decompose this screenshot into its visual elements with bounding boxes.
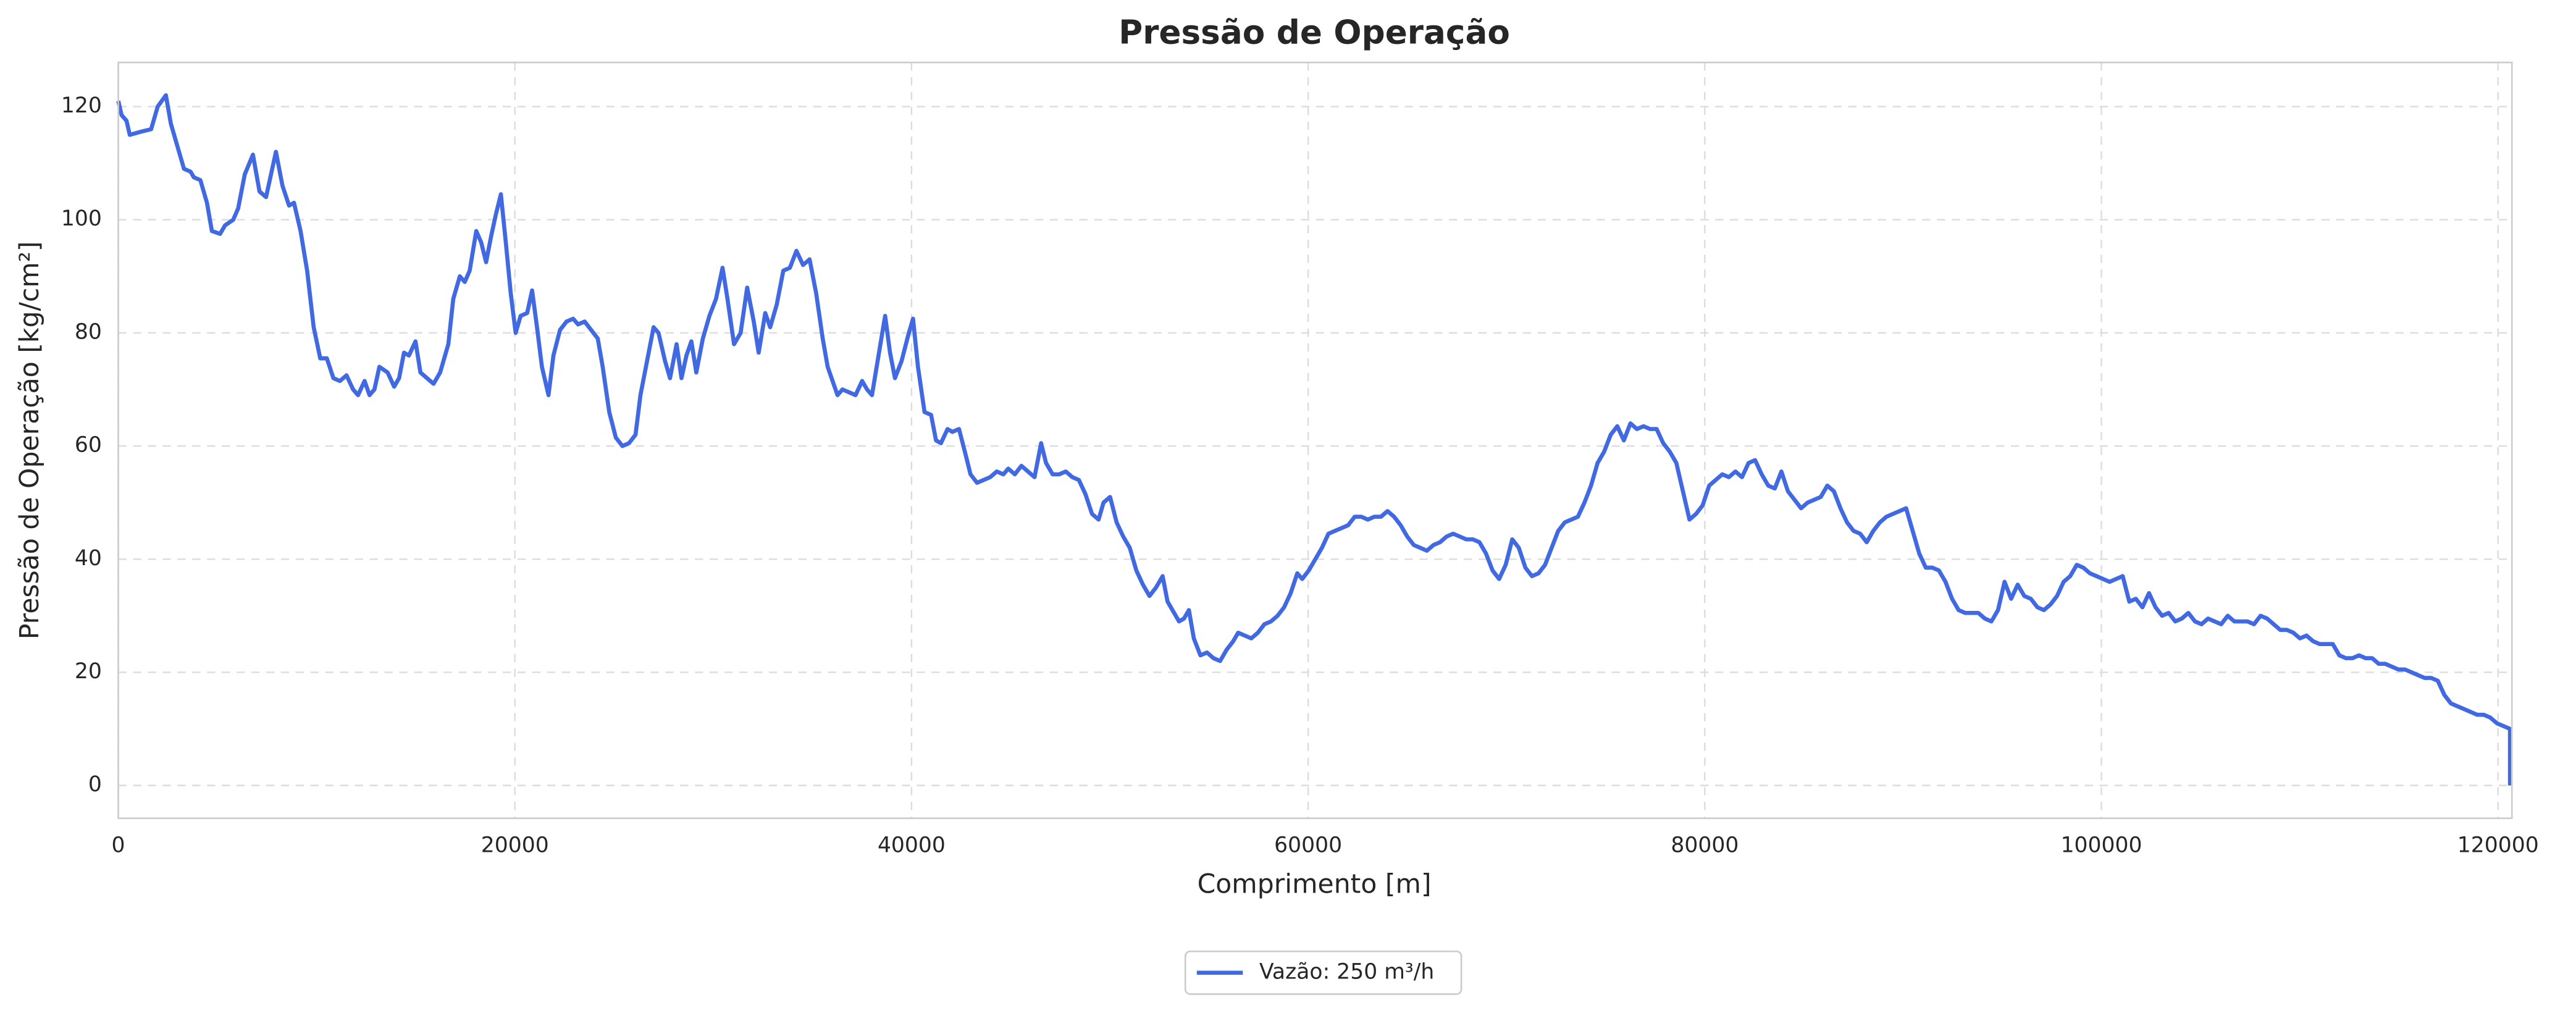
y-tick-label: 120 bbox=[61, 93, 102, 118]
plot-area bbox=[116, 93, 2512, 786]
x-tick-label: 0 bbox=[112, 833, 125, 857]
y-tick-label: 20 bbox=[75, 659, 102, 684]
x-tick-label: 100000 bbox=[2061, 833, 2142, 857]
x-axis-label: Comprimento [m] bbox=[1198, 868, 1432, 899]
data-line bbox=[116, 93, 2512, 786]
x-tick-label: 20000 bbox=[481, 833, 549, 857]
y-tick-label: 80 bbox=[75, 319, 102, 344]
x-tick-label: 60000 bbox=[1274, 833, 1342, 857]
legend-label: Vazão: 250 m³/h bbox=[1259, 959, 1434, 984]
plot-frame bbox=[117, 61, 2513, 820]
chart-title: Pressão de Operação bbox=[1118, 14, 1510, 52]
x-tick-label: 40000 bbox=[878, 833, 946, 857]
legend: Vazão: 250 m³/h bbox=[1184, 950, 1462, 995]
y-tick-label: 100 bbox=[61, 206, 102, 231]
y-tick-label: 40 bbox=[75, 546, 102, 571]
ticks: 0 20000 40000 60000 80000 100000 120000 0 20 40 60… bbox=[61, 93, 2539, 857]
x-tick-label: 120000 bbox=[2457, 833, 2539, 857]
legend-box bbox=[1184, 950, 1462, 995]
x-tick-label: 80000 bbox=[1671, 833, 1739, 857]
grid bbox=[117, 62, 2512, 818]
y-tick-label: 60 bbox=[75, 433, 102, 458]
y-tick-label: 0 bbox=[88, 772, 102, 797]
y-axis-label: Pressão de Operação [kg/cm²] bbox=[14, 242, 45, 640]
